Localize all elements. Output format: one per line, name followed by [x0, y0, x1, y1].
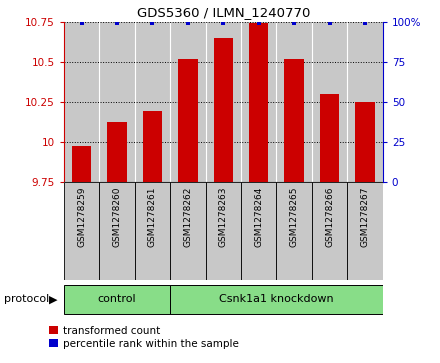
- Text: GSM1278263: GSM1278263: [219, 187, 228, 247]
- Bar: [170, 182, 205, 280]
- Bar: [312, 22, 347, 182]
- Bar: [205, 182, 241, 280]
- Text: GSM1278264: GSM1278264: [254, 187, 263, 247]
- Bar: [241, 22, 276, 182]
- Bar: [143, 111, 162, 182]
- Text: GSM1278260: GSM1278260: [113, 187, 121, 247]
- Bar: [170, 285, 383, 314]
- Text: Csnk1a1 knockdown: Csnk1a1 knockdown: [219, 294, 334, 305]
- Bar: [99, 22, 135, 182]
- Bar: [178, 58, 198, 182]
- Bar: [276, 22, 312, 182]
- Text: GSM1278267: GSM1278267: [360, 187, 370, 247]
- Bar: [347, 22, 383, 182]
- Bar: [213, 38, 233, 182]
- Bar: [107, 122, 127, 182]
- Bar: [64, 182, 99, 280]
- Text: GSM1278262: GSM1278262: [183, 187, 192, 247]
- Legend: transformed count, percentile rank within the sample: transformed count, percentile rank withi…: [49, 326, 238, 349]
- Bar: [72, 146, 91, 182]
- Text: ▶: ▶: [48, 294, 57, 305]
- Bar: [320, 94, 339, 182]
- Bar: [241, 182, 276, 280]
- Bar: [249, 23, 268, 182]
- Bar: [64, 22, 99, 182]
- Text: GSM1278266: GSM1278266: [325, 187, 334, 247]
- Bar: [99, 182, 135, 280]
- Bar: [276, 182, 312, 280]
- Text: protocol: protocol: [4, 294, 50, 305]
- Text: control: control: [98, 294, 136, 305]
- Bar: [135, 182, 170, 280]
- Text: GSM1278261: GSM1278261: [148, 187, 157, 247]
- Bar: [347, 182, 383, 280]
- Bar: [170, 22, 205, 182]
- Bar: [356, 102, 375, 182]
- Title: GDS5360 / ILMN_1240770: GDS5360 / ILMN_1240770: [136, 6, 310, 19]
- Bar: [64, 285, 170, 314]
- Bar: [312, 182, 347, 280]
- Bar: [135, 22, 170, 182]
- Text: GSM1278259: GSM1278259: [77, 187, 86, 247]
- Bar: [205, 22, 241, 182]
- Text: GSM1278265: GSM1278265: [290, 187, 299, 247]
- Bar: [284, 58, 304, 182]
